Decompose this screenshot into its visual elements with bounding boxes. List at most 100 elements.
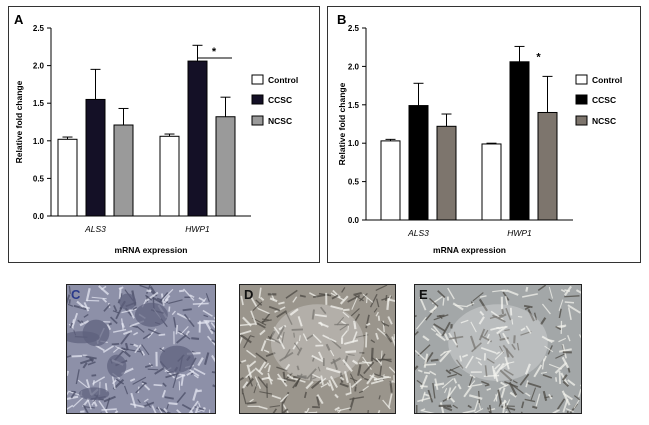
cell-streak [210,322,215,329]
cell-streak [472,292,484,302]
cell-streak [365,322,371,327]
cell-streak [75,369,80,385]
cell-streak [447,287,455,300]
cell-streak [441,378,454,389]
cell-streak [391,336,395,348]
cell-streak [331,294,339,300]
cell-streak [353,320,357,330]
cell-streak [336,316,345,326]
cell-streak [522,293,538,298]
cell-streak [305,407,310,413]
cell-streak [193,374,199,379]
cell-streak [95,344,105,352]
cell-streak [577,388,581,398]
cell-streak [567,307,572,321]
cell-streak [85,287,91,302]
cell-streak [292,377,302,389]
legend-swatch-ncsc [575,115,588,126]
cell-streak [252,301,263,311]
cell-streak [120,318,124,330]
cell-streak [432,325,442,336]
cell-streak [86,397,92,410]
cell-streak [145,291,159,302]
cell-streak [343,308,350,312]
cell-streak [478,316,485,325]
y-tick-label: 2.0 [33,62,45,71]
cell-streak [168,299,183,304]
cell-streak [330,357,342,365]
cell-streak [558,308,562,319]
cell-streak [453,377,458,384]
cell-streak [144,364,153,369]
cell-streak [498,326,504,330]
cell-streak [164,396,174,400]
cell-streak [303,391,307,399]
cell-streak [544,345,554,353]
micrograph-d: D [239,284,396,414]
cell-streak [417,369,423,373]
cell-streak [172,372,178,389]
cell-streak [499,369,513,382]
cell-streak [467,383,483,388]
cell-streak [297,316,303,327]
cell-streak [111,342,120,346]
cell-streak [347,325,349,331]
cell-streak [298,335,301,342]
cell-streak [255,299,263,306]
cell-streak [419,296,427,311]
legend-label-control: Control [268,75,298,85]
cell-streak [502,332,510,345]
legend-label-ccsc: CCSC [592,95,616,105]
cell-streak [552,408,560,413]
cell-streak [281,408,289,413]
cell-streak [525,392,531,397]
cell-streak [525,380,529,388]
cell-streak [325,367,341,374]
cell-streak [573,398,581,409]
cell-streak [386,297,390,310]
cell-streak [240,323,256,327]
cell-streak [353,291,362,296]
cell-streak [211,339,215,343]
cell-streak [567,335,571,342]
cell-streak [502,399,506,413]
cell-streak [377,315,381,321]
cell-streak [318,321,329,328]
x-axis-label: mRNA expression [433,245,506,255]
cell-streak [562,380,570,387]
cell-streak [283,378,296,382]
cell-streak [433,323,446,332]
micrograph-c-label: C [71,287,81,302]
cell-streak [448,335,464,340]
cell-streak [67,303,74,307]
cell-streak [493,363,501,370]
cell-streak [504,410,508,413]
cell-streak [521,401,525,409]
cell-streak [89,357,94,363]
cell-streak [365,314,370,329]
cell-streak [490,310,504,321]
cell-streak [526,381,542,389]
bar-control-hwp1 [481,143,502,221]
cell-streak [105,409,108,413]
cell-streak [85,355,97,360]
cell-streak [423,371,431,375]
cell-streak [289,308,299,316]
cell-streak [302,333,308,342]
cell-streak [261,319,272,323]
cell-streak [415,365,419,371]
cell-streak [330,305,344,311]
cell-streak [444,333,449,341]
cell-streak [257,376,268,389]
cell-streak [492,289,506,293]
cell-streak [452,404,459,409]
cell-streak [349,377,358,382]
cell-streak [341,287,346,293]
cell-streak [473,400,479,412]
y-tick-label: 2.0 [348,62,360,71]
cell-streak [268,305,281,312]
cell-streak [269,297,278,303]
cell-streak [263,362,270,369]
cell-streak [548,298,553,302]
